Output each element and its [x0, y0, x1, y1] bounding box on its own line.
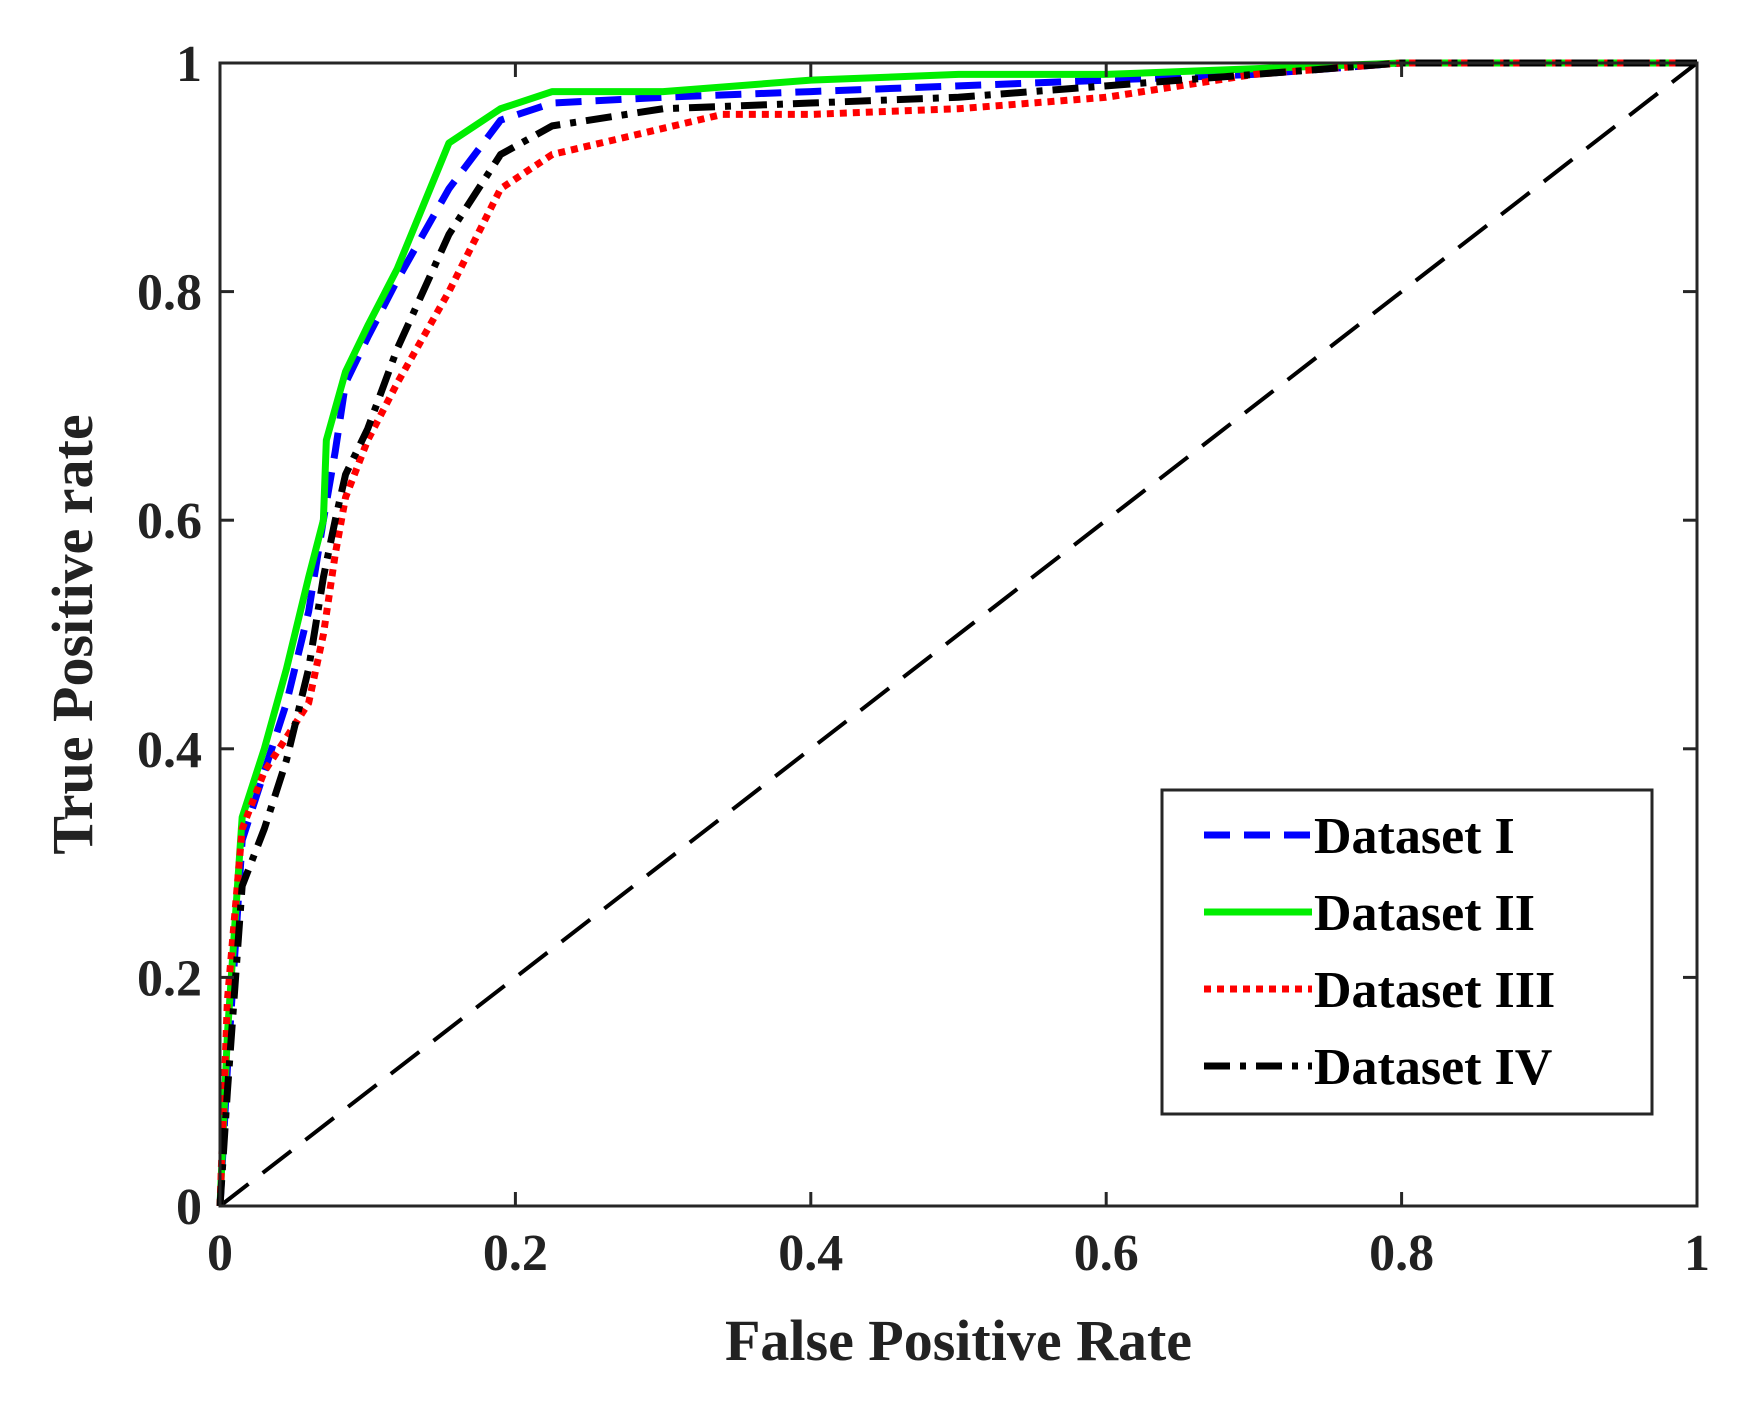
- y-tick-label: 0: [176, 1179, 202, 1236]
- plot-lines: [216, 59, 1699, 1208]
- series-line-2: [216, 59, 1697, 1207]
- axis-ticks: [218, 61, 1699, 1208]
- axes-box: [218, 61, 1699, 1208]
- tick-labels: 0 0.2 0.4 0.6 0.8 1 0 0.2 0.4 0.6 0.8 1: [137, 36, 1710, 1282]
- y-axis-title: True Positive rate: [40, 414, 105, 854]
- legend-box: [1160, 788, 1654, 1116]
- x-tick-label: 0.8: [1369, 1225, 1434, 1282]
- x-tick-label: 0.4: [778, 1225, 843, 1282]
- y-tick-label: 0.2: [137, 950, 202, 1007]
- legend-label-3: Dataset III: [1314, 962, 1555, 1019]
- legend: Dataset I Dataset II Dataset III Dataset IV: [1160, 788, 1654, 1116]
- x-tick-label: 0: [207, 1225, 233, 1282]
- series-line-1: [216, 59, 1697, 1207]
- legend-label-4: Dataset IV: [1314, 1039, 1552, 1096]
- series-line-4: [216, 59, 1697, 1207]
- y-tick-label: 0.4: [137, 722, 202, 779]
- y-tick-label: 0.6: [137, 493, 202, 550]
- legend-label-1: Dataset I: [1314, 808, 1515, 865]
- reference-diagonal-line: [218, 61, 1699, 1208]
- y-tick-label: 1: [176, 36, 202, 93]
- y-tick-label: 0.8: [137, 265, 202, 322]
- x-axis-title: False Positive Rate: [725, 1308, 1192, 1373]
- x-tick-label: 0.6: [1074, 1225, 1139, 1282]
- x-tick-label: 0.2: [483, 1225, 548, 1282]
- x-tick-label: 1: [1684, 1225, 1710, 1282]
- legend-label-2: Dataset II: [1314, 885, 1535, 942]
